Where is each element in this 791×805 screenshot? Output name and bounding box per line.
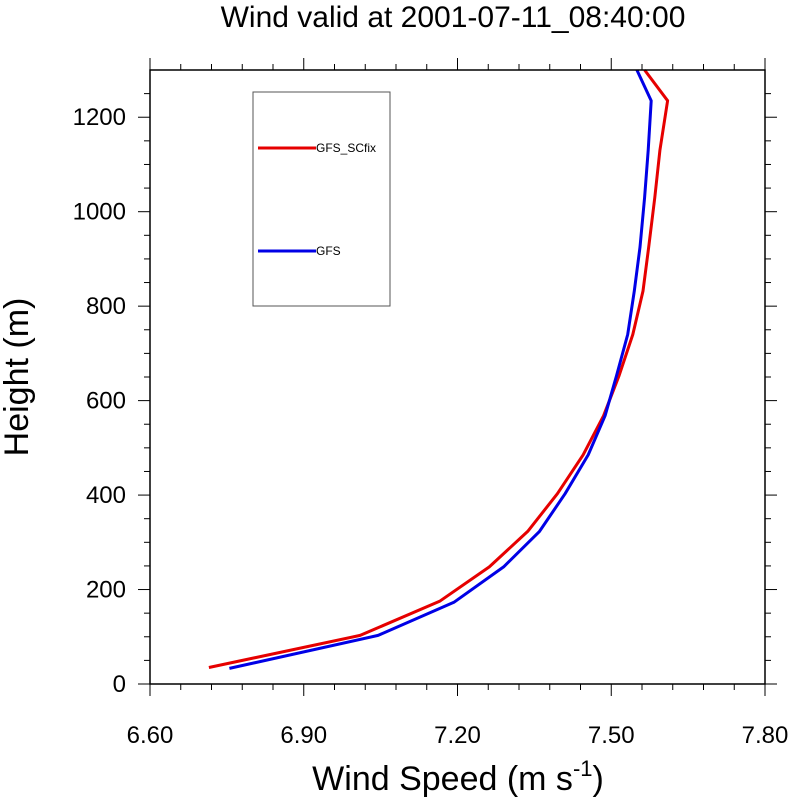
x-axis-label-superscript: -1	[573, 756, 593, 781]
x-axis-label-main: Wind Speed (m s	[312, 760, 573, 798]
legend: GFS_SCfix GFS	[252, 91, 391, 307]
y-tick-label: 0	[113, 671, 126, 698]
series-line-gfs-scfix	[208, 69, 670, 669]
plot-frame	[149, 69, 766, 685]
y-axis-label: Height (m)	[0, 298, 36, 457]
y-tick-label: 600	[86, 388, 126, 415]
legend-label-gfs-scfix: GFS_SCfix	[316, 141, 376, 155]
y-tick-label: 400	[86, 482, 126, 509]
chart-title: Wind valid at 2001-07-11_08:40:00	[221, 1, 686, 34]
x-axis-label: Wind Speed (m s-1)	[312, 756, 604, 798]
x-tick-label: 7.20	[434, 722, 481, 749]
series-line-gfs	[229, 69, 653, 670]
legend-box	[252, 91, 391, 307]
y-tick-label: 1000	[73, 199, 126, 226]
x-axis: 6.60 6.90 7.20 7.50 7.80	[127, 58, 789, 749]
x-tick-label: 7.80	[742, 722, 789, 749]
legend-label-gfs: GFS	[316, 244, 341, 258]
y-axis: 0 200 400 600 800 1000 1200	[73, 93, 777, 698]
x-axis-label-suffix: )	[593, 760, 604, 798]
y-tick-label: 800	[86, 293, 126, 320]
x-tick-label: 6.60	[127, 722, 174, 749]
x-tick-label: 7.50	[588, 722, 635, 749]
x-tick-label: 6.90	[280, 722, 327, 749]
y-tick-label: 200	[86, 577, 126, 604]
y-tick-label: 1200	[73, 104, 126, 131]
plot-area	[208, 69, 670, 670]
